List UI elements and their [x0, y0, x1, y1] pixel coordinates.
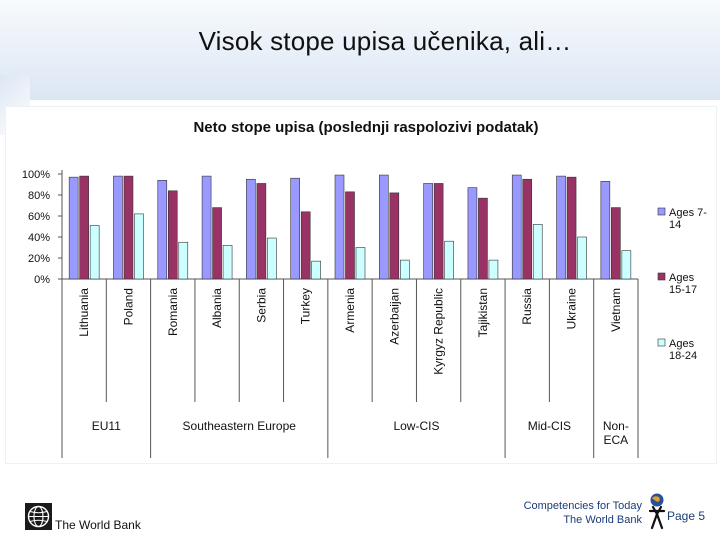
bar — [400, 259, 410, 280]
category-label: Vietnam — [609, 288, 623, 332]
tagline-org: The World Bank — [563, 514, 642, 526]
world-bank-logo — [25, 503, 52, 530]
bar — [621, 250, 632, 280]
bar — [556, 175, 566, 280]
legend-swatch — [657, 207, 666, 216]
bar — [300, 211, 311, 280]
bar — [566, 176, 577, 280]
bar — [389, 192, 400, 280]
bar — [157, 180, 168, 280]
bar — [511, 174, 522, 280]
footer-tagline: Competencies for Today The World Bank — [524, 499, 642, 527]
bar — [68, 176, 79, 280]
y-tick-label: 100% — [22, 169, 50, 181]
category-label: Armenia — [343, 288, 357, 333]
category-label: Russia — [520, 288, 534, 325]
category-label: Kyrgyz Republic — [432, 288, 446, 375]
chart-panel — [6, 107, 716, 463]
group-label: Low-CIS — [393, 419, 439, 433]
y-tick-label: 40% — [28, 232, 50, 244]
bar — [222, 245, 233, 280]
bar — [212, 207, 222, 280]
bar — [355, 247, 366, 280]
tagline-line: Competencies for Today — [523, 500, 642, 512]
group-label: Non- — [603, 419, 629, 433]
legend-label: 14 — [669, 219, 681, 231]
bar — [334, 174, 345, 280]
legend-label: Ages — [669, 272, 695, 284]
bar — [522, 178, 533, 280]
bar — [167, 190, 178, 280]
bar — [89, 225, 100, 280]
bar — [134, 213, 144, 280]
bar — [178, 241, 189, 280]
category-label: Ukraine — [565, 288, 579, 330]
y-tick-label: 20% — [28, 253, 50, 265]
bar — [246, 178, 256, 280]
group-label: ECA — [604, 433, 629, 447]
bar — [267, 237, 277, 280]
bar — [113, 175, 123, 280]
legend-label: 18-24 — [669, 350, 697, 362]
globe-figure-icon — [648, 493, 666, 530]
slide-title: Visok stope upisa učenika, ali… — [198, 26, 572, 56]
y-tick-label: 0% — [34, 274, 50, 286]
category-label: Albania — [210, 288, 224, 328]
bar — [577, 236, 587, 280]
bar — [379, 174, 389, 280]
category-label: Poland — [121, 288, 135, 325]
y-tick-label: 80% — [28, 190, 50, 202]
category-label: Turkey — [299, 288, 313, 324]
bar — [478, 197, 488, 280]
category-label: Tajikistan — [476, 288, 490, 337]
bar — [123, 175, 134, 280]
category-label: Azerbaijan — [387, 288, 401, 345]
group-label: Southeastern Europe — [183, 419, 297, 433]
bar — [433, 183, 444, 280]
legend-swatch — [657, 272, 666, 281]
category-label: Lithuania — [77, 288, 91, 337]
chart-title: Neto stope upisa (poslednji raspolozivi … — [193, 119, 539, 136]
bar — [311, 260, 321, 280]
bar — [256, 183, 267, 280]
bar — [79, 175, 89, 280]
bar — [290, 177, 300, 280]
legend-label: Ages 7- — [669, 207, 707, 219]
category-label: Serbia — [254, 288, 268, 323]
bar — [488, 259, 499, 280]
group-label: EU11 — [92, 419, 121, 433]
bar — [423, 183, 433, 280]
legend-swatch — [657, 338, 666, 347]
category-label: Romania — [166, 288, 180, 336]
world-bank-label: The World Bank — [55, 518, 141, 532]
title-band — [0, 0, 720, 100]
group-label: Mid-CIS — [528, 419, 571, 433]
page-number: Page 5 — [667, 509, 706, 523]
bar — [600, 181, 611, 280]
bar — [611, 207, 621, 280]
legend-label: Ages — [669, 338, 695, 350]
bar — [467, 187, 478, 280]
bar — [532, 224, 543, 280]
bar — [444, 240, 454, 280]
y-tick-label: 60% — [28, 211, 50, 223]
bar — [201, 175, 212, 280]
bar — [345, 191, 355, 280]
legend-label: 15-17 — [669, 284, 697, 296]
